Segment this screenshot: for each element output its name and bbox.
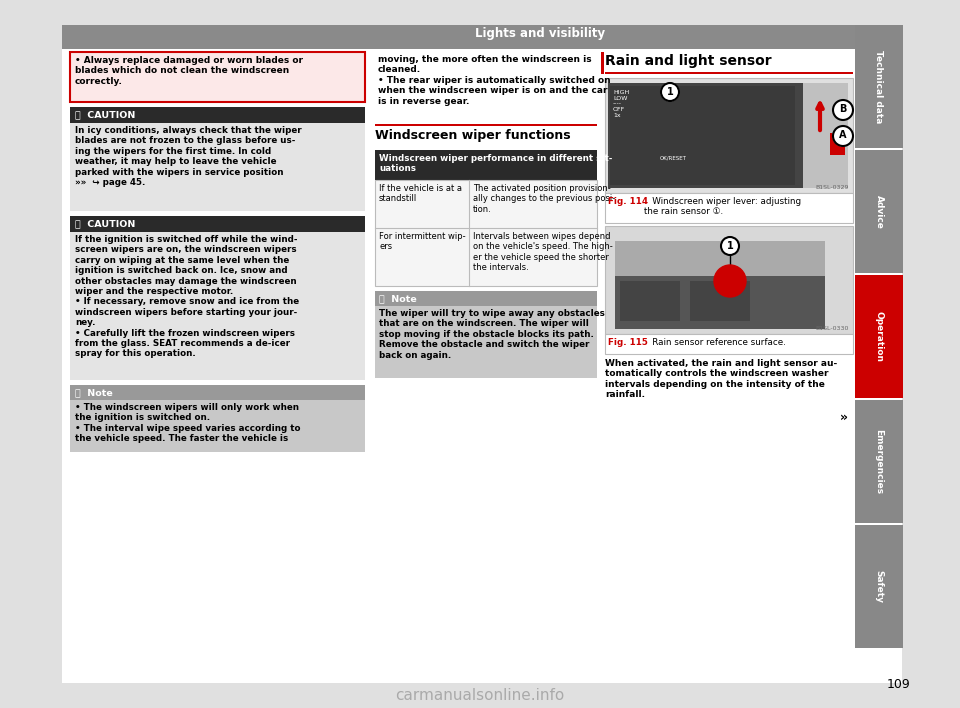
- Text: Technical data: Technical data: [875, 50, 883, 123]
- Bar: [375, 306, 597, 378]
- Text: • The windscreen wipers will only work when
the ignition is switched on.
• The i: • The windscreen wipers will only work w…: [75, 403, 300, 443]
- Text: The activated position provision-
ally changes to the previous posi-
tion.: The activated position provision- ally c…: [473, 184, 615, 214]
- Text: ⓘ  Note: ⓘ Note: [379, 294, 417, 303]
- Text: Advice: Advice: [875, 195, 883, 229]
- Bar: [608, 83, 803, 188]
- Text: Windscreen wiper functions: Windscreen wiper functions: [375, 129, 570, 142]
- Bar: [375, 150, 597, 180]
- Text: In icy conditions, always check that the wiper
blades are not frozen to the glas: In icy conditions, always check that the…: [75, 126, 301, 187]
- Text: Fig. 114: Fig. 114: [608, 197, 648, 206]
- Text: Windscreen wiper performance in different sit-
uations: Windscreen wiper performance in differen…: [379, 154, 612, 173]
- Text: For intermittent wip-
ers: For intermittent wip- ers: [379, 232, 466, 251]
- Text: B: B: [839, 104, 847, 114]
- Text: Windscreen wiper lever: adjusting
the rain sensor ①.: Windscreen wiper lever: adjusting the ra…: [644, 197, 802, 217]
- Bar: [605, 226, 853, 334]
- Text: ⓘ  CAUTION: ⓘ CAUTION: [75, 219, 135, 228]
- Bar: [855, 400, 903, 523]
- Text: Rain and light sensor: Rain and light sensor: [605, 54, 772, 68]
- Text: OK/RESET: OK/RESET: [660, 156, 686, 161]
- Bar: [375, 180, 597, 286]
- Bar: [615, 241, 825, 329]
- Bar: [70, 123, 365, 211]
- Text: 1: 1: [666, 87, 673, 97]
- Text: 109: 109: [886, 678, 910, 691]
- Text: Rain sensor reference surface.: Rain sensor reference surface.: [644, 338, 785, 347]
- Bar: [70, 52, 365, 102]
- Bar: [690, 281, 750, 321]
- Text: carmanualsonline.info: carmanualsonline.info: [396, 688, 564, 703]
- Bar: [615, 241, 825, 276]
- Bar: [375, 291, 597, 306]
- Text: If the vehicle is at a
standstill: If the vehicle is at a standstill: [379, 184, 462, 203]
- Bar: [70, 107, 365, 123]
- Text: ⓘ  Note: ⓘ Note: [75, 388, 112, 397]
- Circle shape: [833, 126, 853, 146]
- Bar: [70, 385, 365, 400]
- Circle shape: [833, 100, 853, 120]
- Text: A: A: [839, 130, 847, 140]
- Bar: [855, 25, 903, 148]
- Text: Intervals between wipes depend
on the vehicle's speed. The high-
er the vehicle : Intervals between wipes depend on the ve…: [473, 232, 612, 272]
- Circle shape: [714, 265, 746, 297]
- Bar: [62, 25, 902, 49]
- Text: The wiper will try to wipe away any obstacles
that are on the windscreen. The wi: The wiper will try to wipe away any obst…: [379, 309, 605, 360]
- Bar: [803, 83, 848, 188]
- Text: • Always replace damaged or worn blades or
blades which do not clean the windscr: • Always replace damaged or worn blades …: [75, 56, 303, 86]
- Text: Lights and visibility: Lights and visibility: [475, 27, 605, 40]
- Text: If the ignition is switched off while the wind-
screen wipers are on, the windsc: If the ignition is switched off while th…: [75, 235, 300, 358]
- Text: Fig. 115: Fig. 115: [608, 338, 648, 347]
- Bar: [855, 525, 903, 648]
- Bar: [375, 124, 597, 126]
- Bar: [375, 180, 597, 228]
- Bar: [605, 72, 853, 74]
- Bar: [620, 281, 680, 321]
- Bar: [70, 232, 365, 380]
- Text: When activated, the rain and light sensor au-
tomatically controls the windscree: When activated, the rain and light senso…: [605, 359, 837, 399]
- Text: Emergencies: Emergencies: [875, 429, 883, 494]
- Text: 1: 1: [727, 241, 733, 251]
- Bar: [70, 400, 365, 452]
- Circle shape: [721, 237, 739, 255]
- Text: »: »: [840, 411, 848, 424]
- Bar: [605, 334, 853, 354]
- Text: Safety: Safety: [875, 570, 883, 603]
- Bar: [375, 228, 597, 286]
- Bar: [855, 150, 903, 273]
- Bar: [605, 193, 853, 223]
- Text: moving, the more often the windscreen is
cleaned.
• The rear wiper is automatica: moving, the more often the windscreen is…: [378, 55, 611, 105]
- Bar: [855, 275, 903, 398]
- Bar: [610, 86, 795, 185]
- Text: ⓘ  CAUTION: ⓘ CAUTION: [75, 110, 135, 119]
- Bar: [70, 216, 365, 232]
- Bar: [830, 133, 845, 155]
- Text: B1SL-0330: B1SL-0330: [816, 326, 849, 331]
- Bar: [62, 25, 902, 683]
- Bar: [605, 78, 853, 193]
- Text: HIGH
LOW
----
OFF
1x: HIGH LOW ---- OFF 1x: [613, 90, 629, 118]
- Text: Operation: Operation: [875, 311, 883, 362]
- Circle shape: [661, 83, 679, 101]
- Bar: [601, 52, 604, 74]
- Text: B1SL-0329: B1SL-0329: [815, 185, 849, 190]
